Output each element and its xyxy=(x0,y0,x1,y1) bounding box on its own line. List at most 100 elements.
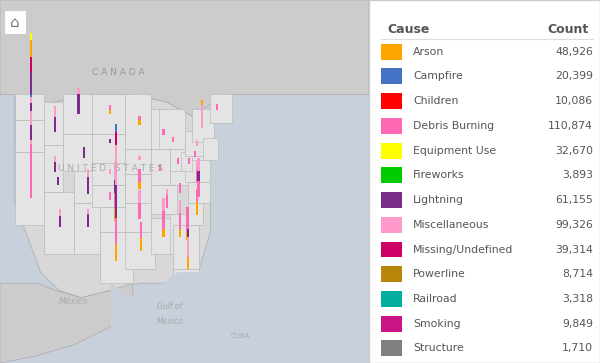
Polygon shape xyxy=(151,185,177,214)
Text: ⌂: ⌂ xyxy=(10,15,20,30)
Polygon shape xyxy=(63,94,92,134)
Bar xyxy=(53,162,56,172)
Bar xyxy=(196,140,198,146)
Bar xyxy=(139,182,140,189)
Bar xyxy=(201,105,203,128)
Text: 3,318: 3,318 xyxy=(562,294,593,304)
Bar xyxy=(158,165,161,171)
Text: Powerline: Powerline xyxy=(413,269,466,279)
Bar xyxy=(196,162,198,170)
Text: U N I T E D   S T A T E S: U N I T E D S T A T E S xyxy=(58,164,163,173)
Text: Mexico: Mexico xyxy=(157,317,183,326)
Bar xyxy=(380,167,403,183)
Bar xyxy=(115,124,118,132)
Bar xyxy=(163,211,164,229)
Text: 20,399: 20,399 xyxy=(555,71,593,81)
Text: 99,326: 99,326 xyxy=(555,220,593,230)
Bar xyxy=(201,100,203,105)
Text: Campfire: Campfire xyxy=(413,71,463,81)
Polygon shape xyxy=(170,160,192,185)
Bar xyxy=(109,105,111,110)
Bar xyxy=(109,139,111,143)
Polygon shape xyxy=(15,120,44,152)
Bar xyxy=(197,158,200,171)
Polygon shape xyxy=(74,171,100,203)
Bar xyxy=(216,104,218,110)
Bar xyxy=(187,207,188,232)
Bar xyxy=(115,132,118,145)
Bar xyxy=(29,117,32,125)
Bar xyxy=(139,156,140,160)
Polygon shape xyxy=(15,94,44,120)
Bar xyxy=(29,57,32,72)
Bar xyxy=(109,170,111,174)
Bar xyxy=(177,159,179,164)
Text: 39,314: 39,314 xyxy=(555,245,593,254)
Text: Equipment Use: Equipment Use xyxy=(413,146,496,155)
Polygon shape xyxy=(44,102,63,145)
Bar xyxy=(139,169,140,182)
Text: 10,086: 10,086 xyxy=(555,96,593,106)
Polygon shape xyxy=(203,138,218,160)
Bar xyxy=(77,94,80,114)
Bar xyxy=(196,189,198,202)
Polygon shape xyxy=(125,232,155,269)
Polygon shape xyxy=(92,94,125,134)
Bar xyxy=(53,156,56,162)
Bar xyxy=(29,103,32,111)
Text: 110,874: 110,874 xyxy=(548,121,593,131)
Bar xyxy=(380,340,403,356)
Bar xyxy=(179,200,181,213)
Bar xyxy=(187,229,189,237)
Polygon shape xyxy=(170,214,188,254)
Text: Debris Burning: Debris Burning xyxy=(413,121,494,131)
Polygon shape xyxy=(170,149,185,171)
Polygon shape xyxy=(100,207,129,232)
Polygon shape xyxy=(111,272,203,327)
Bar xyxy=(87,208,89,214)
Bar xyxy=(109,192,111,200)
Text: 32,670: 32,670 xyxy=(555,146,593,155)
Bar xyxy=(139,190,140,203)
Bar xyxy=(53,117,56,132)
Bar xyxy=(380,316,403,332)
Bar xyxy=(187,237,189,257)
Bar xyxy=(380,266,403,282)
Polygon shape xyxy=(151,149,170,185)
Polygon shape xyxy=(92,185,125,207)
Bar xyxy=(196,170,198,182)
Text: Lightning: Lightning xyxy=(413,195,464,205)
Bar xyxy=(179,229,181,237)
Polygon shape xyxy=(44,145,63,192)
Text: México: México xyxy=(59,297,89,306)
Bar xyxy=(187,257,189,269)
Bar xyxy=(380,44,403,60)
Polygon shape xyxy=(15,94,211,298)
Polygon shape xyxy=(74,203,100,254)
Bar xyxy=(29,97,32,103)
Text: Structure: Structure xyxy=(413,343,464,354)
Bar xyxy=(380,291,403,307)
Polygon shape xyxy=(125,174,151,203)
Polygon shape xyxy=(0,283,133,363)
Bar xyxy=(109,110,111,114)
Bar xyxy=(29,72,32,102)
Bar xyxy=(197,181,200,197)
Bar xyxy=(29,143,32,198)
Polygon shape xyxy=(185,131,211,156)
Bar xyxy=(115,180,116,193)
Polygon shape xyxy=(125,94,151,149)
Bar xyxy=(380,217,403,233)
Bar xyxy=(83,147,85,158)
Bar xyxy=(29,33,32,40)
Polygon shape xyxy=(125,203,151,232)
Bar xyxy=(194,151,196,157)
Bar xyxy=(29,102,32,143)
Polygon shape xyxy=(151,218,173,254)
Bar xyxy=(163,229,164,237)
Polygon shape xyxy=(92,134,125,163)
Polygon shape xyxy=(173,225,199,269)
Bar xyxy=(380,93,403,109)
Bar xyxy=(87,177,89,194)
Text: Gulf of: Gulf of xyxy=(157,302,182,311)
